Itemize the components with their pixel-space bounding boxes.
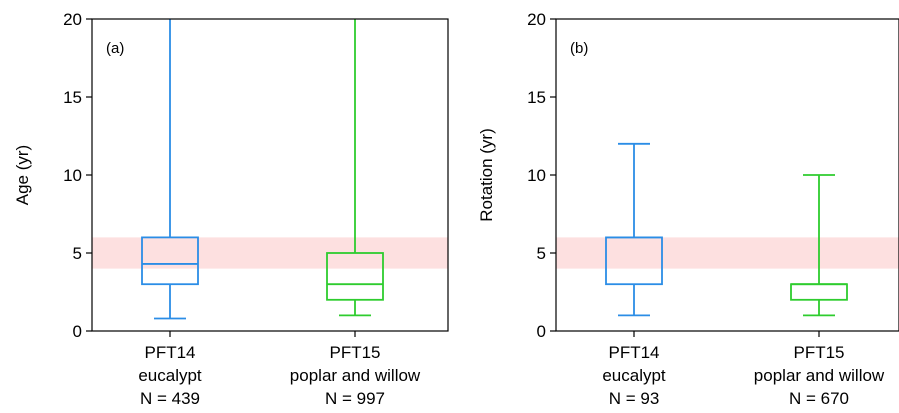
x-tick-label: N = 997 (325, 389, 385, 408)
x-tick-label: PFT14 (144, 343, 195, 362)
y-axis-label: Age (yr) (13, 145, 32, 205)
y-tick-label: 10 (63, 166, 82, 185)
y-tick-label: 0 (73, 322, 82, 341)
y-tick-label: 20 (63, 10, 82, 29)
x-tick-label: N = 670 (789, 389, 849, 408)
x-tick-label: poplar and willow (754, 366, 885, 385)
y-tick-label: 0 (537, 322, 546, 341)
box-pft14 (605, 142, 663, 317)
box-iqr (326, 252, 384, 301)
x-tick-label: PFT15 (329, 343, 380, 362)
x-tick-label: eucalypt (138, 366, 202, 385)
y-tick-label: 20 (527, 10, 546, 29)
x-tick-label: poplar and willow (290, 366, 421, 385)
y-tick-label: 10 (527, 166, 546, 185)
box-pft15 (790, 174, 848, 317)
y-tick-label: 15 (63, 88, 82, 107)
shaded-band (556, 237, 899, 269)
x-tick-label: N = 439 (140, 389, 200, 408)
x-tick-label: eucalypt (602, 366, 666, 385)
x-tick-label: PFT14 (608, 343, 659, 362)
x-tick-label: N = 93 (609, 389, 660, 408)
y-axis-label: Rotation (yr) (477, 128, 496, 222)
x-tick-label: PFT15 (793, 343, 844, 362)
box-iqr (141, 236, 199, 286)
panel-label: (b) (570, 40, 588, 57)
y-tick-label: 5 (73, 244, 82, 263)
panel-label: (a) (106, 40, 124, 57)
panel-b: PFT14 eucalypt N = 93 PFT15 poplar and willo… (477, 10, 899, 408)
box-pft15 (326, 19, 384, 317)
box-pft14 (141, 19, 199, 320)
y-tick-label: 5 (537, 244, 546, 263)
y-tick-label: 15 (527, 88, 546, 107)
box-iqr (790, 283, 848, 301)
panel-a: PFT14 eucalypt N = 439 PFT15 poplar and will… (13, 10, 449, 408)
